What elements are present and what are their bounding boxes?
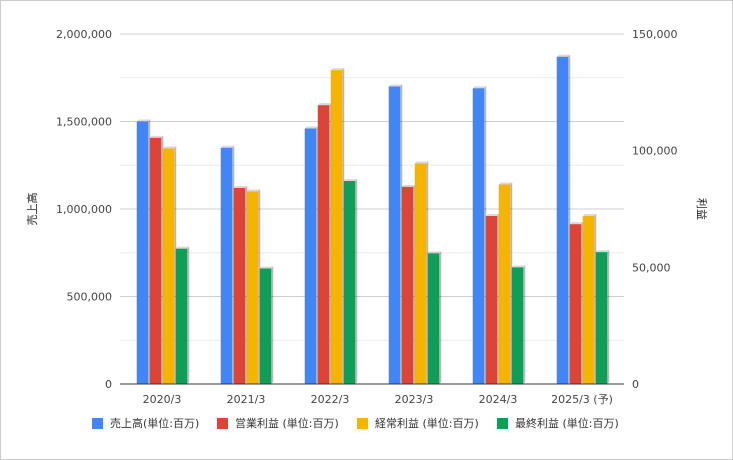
y-right-tick-label: 100,000 bbox=[632, 145, 678, 158]
bar-side bbox=[607, 250, 610, 384]
bar-top bbox=[569, 222, 584, 225]
legend-label: 最終利益 (単位:百万) bbox=[515, 416, 619, 430]
bar bbox=[220, 147, 233, 384]
bar-top bbox=[414, 161, 429, 164]
bar bbox=[136, 121, 149, 384]
bar bbox=[582, 216, 595, 384]
bar-side bbox=[523, 265, 526, 384]
bar-top bbox=[485, 214, 500, 216]
bar-top bbox=[136, 119, 151, 122]
y-left-tick-label: 2,000,000 bbox=[56, 28, 112, 41]
bar bbox=[175, 248, 188, 384]
y-right-tick-label: 150,000 bbox=[632, 28, 678, 41]
bar-top bbox=[175, 246, 190, 249]
bar-top bbox=[511, 265, 526, 268]
legend-label: 営業利益 (単位:百万) bbox=[235, 416, 339, 430]
bar bbox=[162, 148, 175, 384]
legend-swatch bbox=[357, 418, 368, 429]
legend-swatch bbox=[497, 418, 508, 429]
legend-label: 売上高(単位:百万) bbox=[110, 416, 199, 430]
bar-top bbox=[498, 182, 513, 185]
bar bbox=[246, 191, 259, 384]
bar-top bbox=[259, 266, 274, 269]
bar-top bbox=[304, 126, 319, 129]
bar-top bbox=[556, 54, 571, 57]
bar bbox=[556, 56, 569, 384]
y-left-tick-label: 1,000,000 bbox=[56, 203, 112, 216]
bar-top bbox=[595, 250, 610, 253]
bar-top bbox=[343, 179, 358, 181]
bar-top bbox=[427, 251, 442, 254]
x-tick-label: 2023/3 bbox=[395, 393, 434, 406]
y-left-tick-label: 0 bbox=[105, 378, 112, 391]
x-tick-label: 2022/3 bbox=[311, 393, 350, 406]
bar-top bbox=[472, 86, 487, 89]
x-tick-label: 2021/3 bbox=[227, 393, 266, 406]
bar-side bbox=[271, 266, 274, 384]
x-tick-label: 2025/3 (予) bbox=[551, 393, 613, 406]
bar-top bbox=[330, 68, 345, 71]
bar bbox=[317, 105, 330, 385]
bar-side bbox=[355, 179, 358, 384]
y-right-axis-title: 利益 bbox=[695, 198, 709, 220]
bar-top bbox=[246, 189, 261, 192]
y-right-tick-label: 0 bbox=[632, 378, 639, 391]
bar bbox=[259, 268, 272, 384]
bar bbox=[472, 88, 485, 384]
bar bbox=[330, 70, 343, 385]
bar-top bbox=[582, 214, 597, 216]
bar-top bbox=[317, 103, 332, 106]
bar bbox=[149, 137, 162, 384]
bar-top bbox=[401, 184, 416, 187]
bar-top bbox=[162, 146, 177, 149]
x-tick-label: 2024/3 bbox=[479, 393, 518, 406]
y-left-tick-label: 500,000 bbox=[67, 291, 113, 304]
bar-top bbox=[149, 135, 164, 138]
legend-swatch bbox=[217, 418, 228, 429]
bar bbox=[401, 186, 414, 384]
bar bbox=[595, 252, 608, 384]
y-left-tick-label: 1,500,000 bbox=[56, 116, 112, 129]
legend-label: 経常利益 (単位:百万) bbox=[375, 416, 479, 430]
bar bbox=[414, 163, 427, 384]
legend-swatch bbox=[92, 418, 103, 429]
bar bbox=[388, 86, 401, 384]
bar bbox=[304, 128, 317, 384]
bar bbox=[511, 267, 524, 384]
bar-top bbox=[220, 145, 235, 148]
bar-top bbox=[233, 186, 248, 188]
bar bbox=[427, 253, 440, 384]
bar bbox=[343, 181, 356, 384]
bar-top bbox=[388, 84, 403, 87]
x-tick-label: 2020/3 bbox=[143, 393, 182, 406]
bar bbox=[569, 224, 582, 384]
bar-side bbox=[187, 246, 190, 384]
bar bbox=[233, 188, 246, 384]
bar bbox=[485, 216, 498, 384]
bar-side bbox=[439, 251, 442, 384]
y-left-axis-title: 売上高 bbox=[25, 193, 39, 226]
bar bbox=[498, 184, 511, 384]
y-right-tick-label: 50,000 bbox=[632, 261, 671, 274]
